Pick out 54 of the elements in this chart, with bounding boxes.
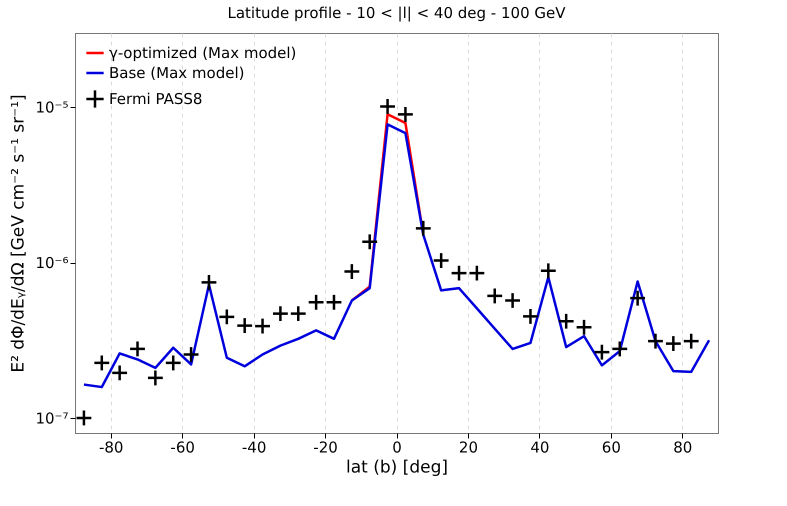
point xyxy=(414,220,432,238)
x-tick-label: 40 xyxy=(530,438,550,456)
x-tick-label: 80 xyxy=(673,438,692,456)
point xyxy=(558,312,575,330)
point xyxy=(575,318,593,336)
point xyxy=(486,287,504,305)
x-tick-label: -20 xyxy=(313,438,338,456)
point xyxy=(361,233,378,250)
point xyxy=(646,332,664,350)
x-tick-label: -40 xyxy=(242,438,266,456)
point xyxy=(307,294,325,311)
y-axis-title: E² dΦ/dEᵧ/dΩ [GeV cm⁻² s⁻¹ sr⁻¹] xyxy=(8,94,28,373)
point xyxy=(504,292,522,310)
y-tick-label: 10⁻⁵ xyxy=(35,98,68,117)
point xyxy=(343,262,361,280)
point xyxy=(236,316,254,334)
point xyxy=(628,289,646,307)
point xyxy=(325,294,343,311)
point xyxy=(146,369,164,387)
point xyxy=(664,334,682,352)
y-tick-label: 10⁻⁶ xyxy=(35,254,68,272)
x-axis-title: lat (b) [deg] xyxy=(346,458,448,478)
point xyxy=(468,264,486,282)
point xyxy=(290,304,307,322)
line-series xyxy=(82,123,710,388)
point xyxy=(396,106,414,124)
legend-label: Fermi PASS8 xyxy=(109,90,202,108)
point xyxy=(128,340,146,358)
point xyxy=(93,354,110,372)
point xyxy=(254,317,272,335)
point xyxy=(593,344,611,361)
point xyxy=(540,262,557,280)
point xyxy=(110,364,128,382)
point xyxy=(432,252,450,270)
legend-label: Base (Max model) xyxy=(109,64,244,82)
chart-title: Latitude profile - 10 < |l| < 40 deg - 100 GeV xyxy=(228,4,566,22)
point xyxy=(378,98,396,116)
y-tick-label: 10⁻⁷ xyxy=(35,409,68,428)
point xyxy=(182,346,200,364)
x-tick-label: 0 xyxy=(392,438,402,456)
point xyxy=(200,274,218,292)
x-tick-label: 20 xyxy=(458,438,478,456)
legend-label: γ-optimized (Max model) xyxy=(109,44,296,62)
point xyxy=(682,332,700,350)
point xyxy=(75,409,93,427)
point xyxy=(272,304,290,322)
point xyxy=(164,354,182,372)
point xyxy=(611,340,628,358)
x-tick-label: 60 xyxy=(602,438,621,456)
point xyxy=(522,308,540,326)
x-tick-label: -80 xyxy=(98,438,124,456)
point xyxy=(450,264,468,282)
x-tick-label: -60 xyxy=(170,438,195,456)
point xyxy=(218,308,236,326)
